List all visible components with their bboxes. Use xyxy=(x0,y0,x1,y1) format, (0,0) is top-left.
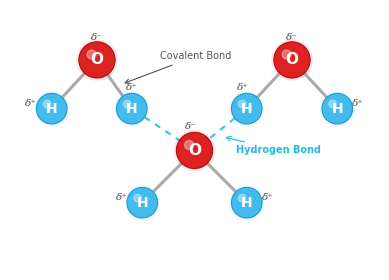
Circle shape xyxy=(43,100,51,108)
Circle shape xyxy=(123,100,131,108)
Text: δ⁺: δ⁺ xyxy=(237,83,249,92)
Circle shape xyxy=(238,194,246,202)
Circle shape xyxy=(231,93,262,124)
Circle shape xyxy=(176,132,213,169)
Text: O: O xyxy=(91,52,103,67)
Circle shape xyxy=(271,39,313,81)
Circle shape xyxy=(37,93,67,124)
Circle shape xyxy=(229,185,265,220)
Circle shape xyxy=(34,91,69,126)
Circle shape xyxy=(229,91,265,126)
Text: δ⁺: δ⁺ xyxy=(262,193,273,202)
Circle shape xyxy=(184,141,194,150)
Circle shape xyxy=(76,39,118,81)
Circle shape xyxy=(87,50,96,59)
Circle shape xyxy=(134,194,142,202)
Circle shape xyxy=(79,42,115,78)
Text: δ⁺: δ⁺ xyxy=(126,83,138,92)
Text: H: H xyxy=(126,102,138,116)
Text: O: O xyxy=(286,52,298,67)
Text: δ⁻: δ⁻ xyxy=(91,33,103,42)
Circle shape xyxy=(320,91,355,126)
Circle shape xyxy=(329,100,336,108)
Text: δ⁺: δ⁺ xyxy=(25,99,37,108)
Text: Covalent Bond: Covalent Bond xyxy=(125,52,231,83)
Circle shape xyxy=(173,130,216,171)
Text: H: H xyxy=(241,102,252,116)
Circle shape xyxy=(114,91,149,126)
Circle shape xyxy=(274,42,310,78)
Text: Hydrogen Bond: Hydrogen Bond xyxy=(226,136,321,155)
Circle shape xyxy=(124,185,160,220)
Circle shape xyxy=(231,187,262,218)
Circle shape xyxy=(282,50,291,59)
Text: δ⁺: δ⁺ xyxy=(116,193,127,202)
Text: δ⁻: δ⁻ xyxy=(185,122,197,131)
Text: H: H xyxy=(137,196,148,210)
Circle shape xyxy=(238,100,246,108)
Text: δ⁺: δ⁺ xyxy=(352,99,364,108)
Circle shape xyxy=(116,93,147,124)
Circle shape xyxy=(322,93,352,124)
Text: O: O xyxy=(188,143,201,158)
Text: H: H xyxy=(46,102,58,116)
Text: δ⁻: δ⁻ xyxy=(286,33,298,42)
Text: H: H xyxy=(331,102,343,116)
Text: H: H xyxy=(241,196,252,210)
Circle shape xyxy=(127,187,158,218)
